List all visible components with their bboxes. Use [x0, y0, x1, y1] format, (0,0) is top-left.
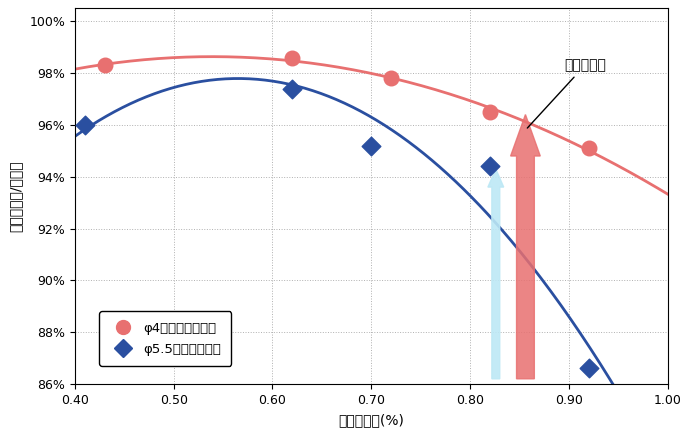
Text: 伸線性良好: 伸線性良好	[527, 58, 606, 128]
Legend: φ4　（細径線材）, φ5.5（一般線材）: φ4 （細径線材）, φ5.5（一般線材）	[99, 311, 231, 366]
Point	[99, 62, 110, 69]
Point	[583, 145, 594, 152]
Point	[484, 163, 495, 170]
Point	[79, 122, 90, 129]
Point	[366, 142, 377, 149]
Y-axis label: 生引き限界/減面率: 生引き限界/減面率	[8, 160, 22, 232]
FancyArrow shape	[511, 115, 540, 379]
Point	[484, 109, 495, 116]
X-axis label: 炭素含有量(%): 炭素含有量(%)	[338, 414, 404, 428]
FancyArrow shape	[488, 169, 504, 379]
Point	[287, 85, 298, 92]
Point	[287, 54, 298, 61]
Point	[583, 365, 594, 372]
Point	[386, 75, 397, 82]
